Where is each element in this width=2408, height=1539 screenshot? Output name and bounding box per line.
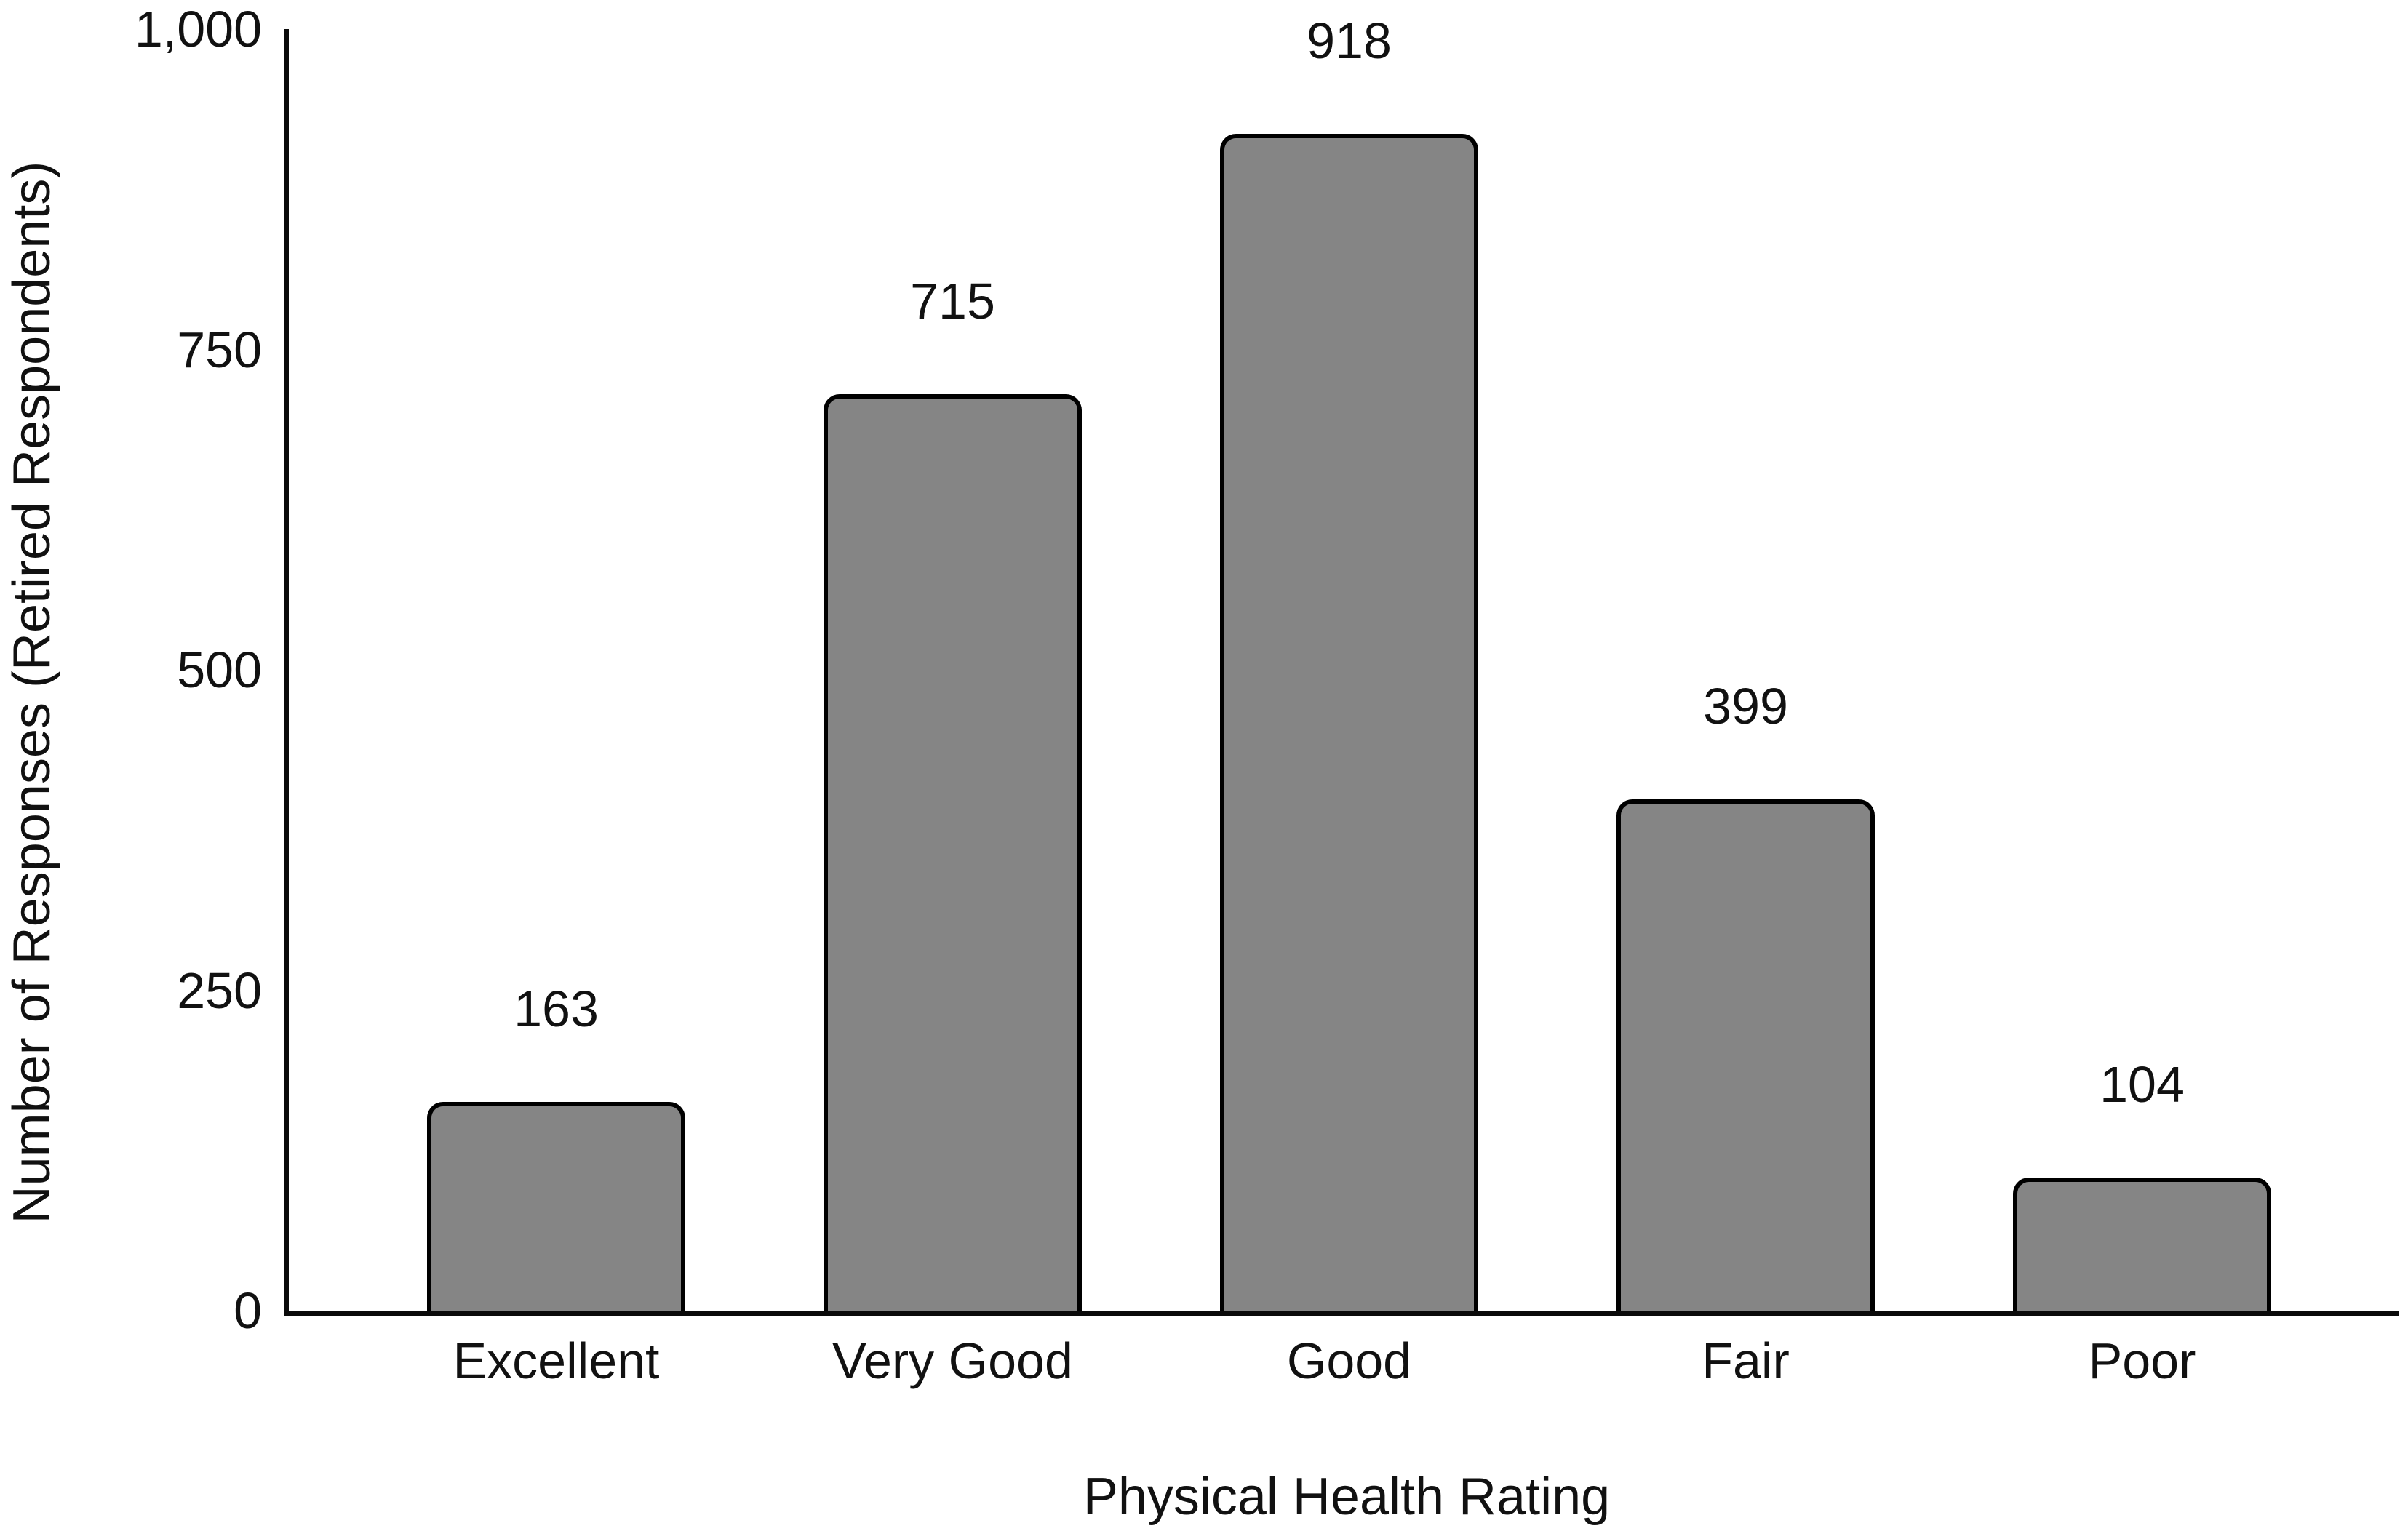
bar-value-label: 918 bbox=[1307, 12, 1392, 69]
y-tick-label: 1,000 bbox=[134, 1, 262, 57]
bar-value-label: 715 bbox=[910, 273, 995, 329]
bar bbox=[427, 1102, 685, 1311]
y-axis-ticks: 0 250 500 750 1,000 bbox=[0, 0, 262, 1539]
bar-value-label: 399 bbox=[1703, 678, 1788, 735]
plot-area: 163 715 918 399 104 bbox=[284, 12, 2399, 1316]
y-tick-label: 250 bbox=[177, 962, 262, 1019]
x-axis-title: Physical Health Rating bbox=[1083, 1468, 1611, 1526]
y-tick-label: 500 bbox=[177, 641, 262, 698]
bar bbox=[824, 394, 1082, 1311]
y-tick-label: 750 bbox=[177, 321, 262, 378]
bar bbox=[2013, 1178, 2271, 1311]
bar bbox=[1220, 134, 1478, 1311]
bar-value-label: 163 bbox=[514, 980, 599, 1037]
y-tick-label: 0 bbox=[234, 1282, 262, 1339]
x-tick-label: Very Good bbox=[832, 1332, 1073, 1389]
x-tick-label: Good bbox=[1286, 1332, 1412, 1389]
x-tick-label: Fair bbox=[1702, 1332, 1790, 1389]
x-tick-label: Excellent bbox=[453, 1332, 660, 1389]
bar-value-label: 104 bbox=[2100, 1056, 2185, 1113]
bar bbox=[1616, 799, 1875, 1311]
x-tick-label: Poor bbox=[2088, 1332, 2196, 1389]
